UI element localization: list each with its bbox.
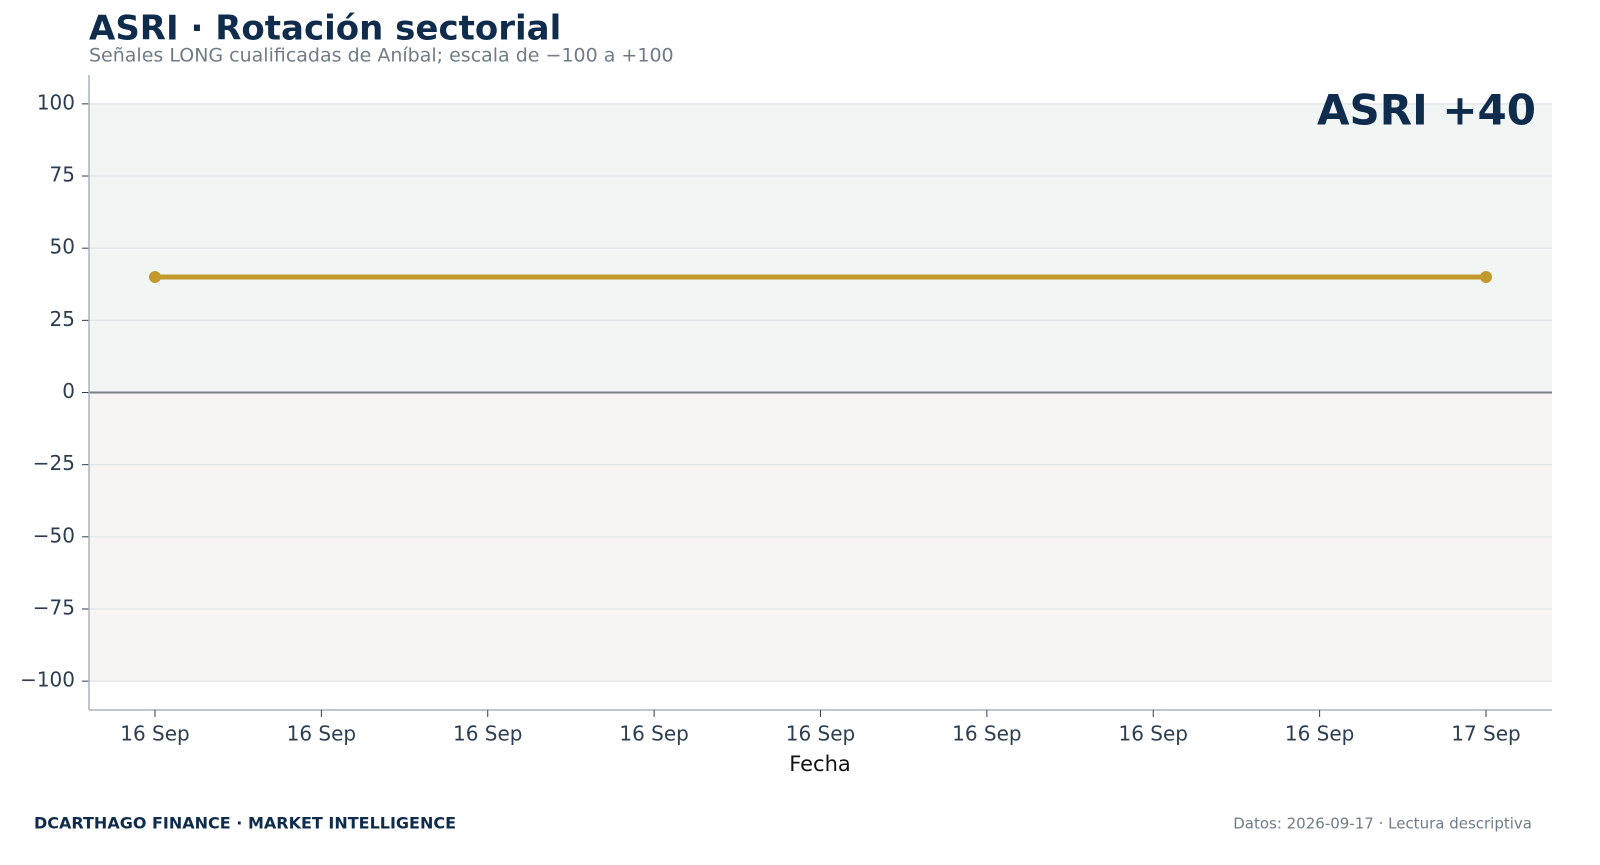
y-tick-label: 100 xyxy=(37,90,75,114)
footer-right: Datos: 2026-09-17 · Lectura descriptiva xyxy=(1233,815,1532,833)
y-tick-label: −75 xyxy=(33,595,75,619)
y-tick-label: 75 xyxy=(50,163,75,187)
x-tick-label: 16 Sep xyxy=(952,722,1022,746)
series-point xyxy=(149,271,161,284)
x-tick-label: 16 Sep xyxy=(1118,722,1188,746)
x-tick-label: 16 Sep xyxy=(619,722,689,746)
y-tick-label: −100 xyxy=(20,668,75,692)
x-tick-label: 16 Sep xyxy=(786,722,856,746)
y-tick-label: 25 xyxy=(50,307,75,331)
y-tick-label: −50 xyxy=(33,523,75,547)
x-tick-label: 16 Sep xyxy=(1285,722,1355,746)
x-axis-label: Fecha xyxy=(789,752,851,776)
x-tick-label: 16 Sep xyxy=(120,722,190,746)
chart-title: ASRI · Rotación sectorial xyxy=(89,9,561,49)
annotation: ASRI +40 xyxy=(1317,86,1536,135)
x-tick-label: 17 Sep xyxy=(1451,722,1521,746)
x-tick-label: 16 Sep xyxy=(287,722,357,746)
y-tick-label: −25 xyxy=(33,451,75,475)
series-point xyxy=(1480,271,1492,284)
y-tick-label: 50 xyxy=(50,235,75,259)
footer-left: DCARTHAGO FINANCE · MARKET INTELLIGENCE xyxy=(34,814,456,833)
chart-subtitle: Señales LONG cualificadas de Aníbal; esc… xyxy=(89,45,674,67)
x-tick-label: 16 Sep xyxy=(453,722,523,746)
y-tick-label: 0 xyxy=(62,379,75,403)
